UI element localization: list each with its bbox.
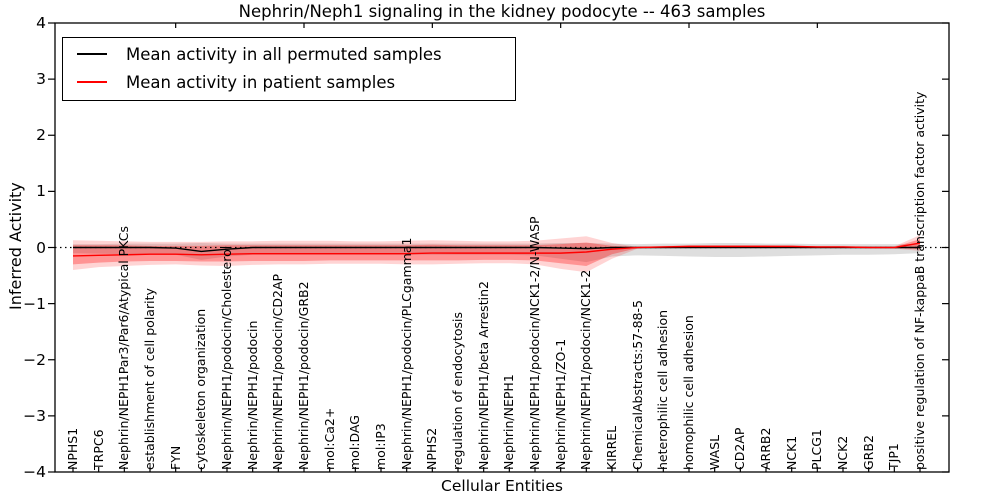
legend-label: Mean activity in all permuted samples <box>126 44 442 64</box>
chart-title: Nephrin/Neph1 signaling in the kidney po… <box>238 2 766 21</box>
x-tick-label: Nephrin/NEPH1/podocin/NCK1-2/N-WASP <box>527 216 542 470</box>
legend-label: Mean activity in patient samples <box>126 72 396 92</box>
x-tick-label: Nephrin/NEPH1/podocin <box>244 320 260 470</box>
x-tick-label: Nephrin/NEPH1/podocin/PLCgamma1 <box>398 237 414 470</box>
y-tick-label: 1 <box>36 182 46 201</box>
x-tick-label: CD2AP <box>732 427 748 470</box>
x-tick-label: Nephrin/NEPH1/podocin/GRB2 <box>296 281 311 470</box>
y-tick-label: −2 <box>23 350 46 369</box>
y-tick-label: −3 <box>23 406 46 425</box>
x-tick-label: Nephrin/NEPH1/podocin/CD2AP <box>270 273 286 470</box>
x-tick-label: FYN <box>167 445 183 470</box>
x-tick-label: mol:Ca2+ <box>321 407 337 470</box>
x-tick-label: mol:IP3 <box>373 423 388 470</box>
x-tick-label: GRB2 <box>860 435 876 470</box>
x-tick-label: regulation of endocytosis <box>450 312 465 470</box>
x-tick-label: homophilic cell adhesion <box>681 315 696 470</box>
x-tick-label: establishment of cell polarity <box>142 288 157 470</box>
series-line-permuted <box>73 246 920 253</box>
series-line-patient <box>72 242 921 257</box>
legend-item-patient: Mean activity in patient samples <box>63 68 515 96</box>
x-tick-label: Nephrin/NEPH1/podocin/NCK1-2 <box>578 269 594 470</box>
x-tick-label: Nephrin/NEPH1/podocin/Cholesterol <box>219 245 234 470</box>
x-tick-label: TJP1 <box>886 443 902 470</box>
patient-line-swatch <box>77 81 107 83</box>
y-tick-label: 4 <box>36 14 46 32</box>
x-tick-label: NPHS1 <box>65 427 80 470</box>
y-tick-label: −1 <box>23 294 46 313</box>
x-tick-label: Nephrin/NEPH1 <box>501 374 517 470</box>
y-tick-label: −4 <box>23 463 46 481</box>
x-tick-label: PLCG1 <box>809 429 825 470</box>
x-tick-label: KIRREL <box>604 425 619 470</box>
y-tick-label: 3 <box>36 70 46 89</box>
x-axis-title: Cellular Entities <box>441 477 563 495</box>
x-tick-label: NPHS2 <box>424 427 440 470</box>
x-tick-label: cytoskeleton organization <box>193 308 209 470</box>
x-tick-label: NCK2 <box>835 435 850 470</box>
x-tick-label: TRPC6 <box>90 429 106 470</box>
x-tick-label: mol:DAG <box>347 415 363 470</box>
x-tick-label: ARRB2 <box>758 427 773 470</box>
y-tick-label: 0 <box>36 238 46 257</box>
legend-item-permuted: Mean activity in all permuted samples <box>63 40 515 68</box>
x-tick-label: NCK1 <box>783 435 799 470</box>
y-tick-label: 2 <box>36 126 46 145</box>
permuted-line-swatch <box>77 53 107 55</box>
x-tick-label: WASL <box>706 434 722 470</box>
x-tick-label: heterophilic cell adhesion <box>655 309 671 470</box>
x-tick-label: Nephrin/NEPH1/ZO-1 <box>552 338 568 470</box>
x-tick-label: Nephrin/NEPH1Par3/Par6/Atypical PKCs <box>116 226 132 470</box>
x-tick-label: Nephrin/NEPH1/beta Arrestin2 <box>475 281 491 470</box>
legend: Mean activity in all permuted samples Me… <box>62 37 516 101</box>
x-tick-label: positive regulation of NF-kappaB transcr… <box>912 91 927 470</box>
x-tick-label: ChemicalAbstracts:57-88-5 <box>629 300 645 470</box>
